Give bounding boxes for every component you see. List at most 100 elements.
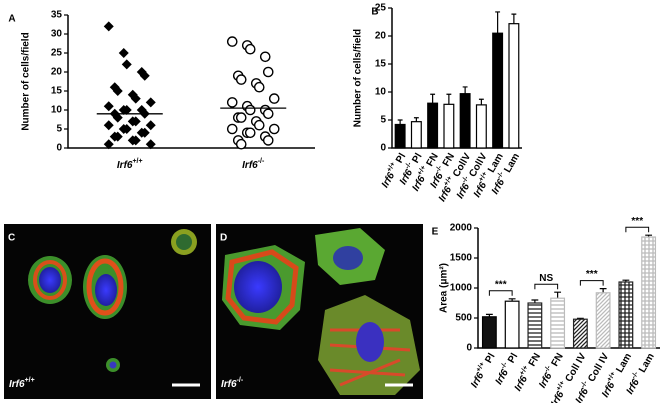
y-axis-title: Number of cells/field xyxy=(21,32,32,130)
bar xyxy=(508,23,520,149)
bar xyxy=(459,93,471,149)
cell xyxy=(86,258,124,316)
x-tick-label: Irf6+/+ Pl xyxy=(378,150,408,189)
point xyxy=(253,81,265,93)
significance-label: *** xyxy=(495,279,507,290)
x-tick-label: Irf6-/- Pl xyxy=(396,150,424,186)
y-tick-label: 1000 xyxy=(450,283,473,294)
point xyxy=(235,74,247,85)
x-tick-label: Irf6-/- xyxy=(242,158,265,170)
point xyxy=(268,93,280,104)
point xyxy=(244,43,256,55)
significance-bracket xyxy=(625,226,650,233)
nucleus xyxy=(95,274,117,306)
point xyxy=(226,36,238,47)
y-tick-label: 0 xyxy=(466,343,472,354)
y-tick-label: 20 xyxy=(51,67,63,78)
point xyxy=(139,70,150,81)
panel-letter: D xyxy=(220,233,227,244)
significance-bracket xyxy=(579,280,604,286)
nucleus xyxy=(333,246,363,270)
point xyxy=(139,127,150,138)
y-tick-label: 15 xyxy=(51,86,63,97)
y-tick-label: 15 xyxy=(375,59,387,70)
y-tick-label: 35 xyxy=(51,10,63,21)
point xyxy=(130,116,141,127)
point xyxy=(103,120,114,131)
cell xyxy=(225,249,299,325)
bar xyxy=(427,102,439,149)
y-tick-label: 2000 xyxy=(450,223,473,234)
bar xyxy=(481,316,497,349)
y-axis-title: Area (μm²) xyxy=(439,263,450,313)
point xyxy=(262,135,274,146)
bar xyxy=(410,121,422,149)
significance-label: *** xyxy=(586,269,598,280)
y-tick-label: 10 xyxy=(375,87,387,98)
point xyxy=(226,123,238,135)
point xyxy=(121,105,132,115)
significance-label: NS xyxy=(539,273,553,284)
image-label: Irf6-/- xyxy=(221,377,244,389)
image-c xyxy=(4,224,211,399)
y-tick-label: 0 xyxy=(380,143,386,154)
panel-letter: C xyxy=(8,233,15,244)
bar xyxy=(527,302,543,349)
panel-letter: A xyxy=(8,14,15,25)
nucleus xyxy=(234,261,282,313)
y-tick-label: 5 xyxy=(380,115,386,126)
point xyxy=(145,97,156,108)
y-axis-title: Number of cells/field xyxy=(353,29,364,127)
point xyxy=(130,135,141,146)
point xyxy=(112,131,123,142)
bar xyxy=(492,32,504,149)
bar xyxy=(550,297,566,349)
point xyxy=(103,101,114,112)
y-tick-label: 1500 xyxy=(450,253,473,264)
point xyxy=(121,59,132,70)
y-tick-label: 500 xyxy=(455,313,472,324)
bar xyxy=(504,300,520,349)
point xyxy=(262,66,274,78)
point xyxy=(145,120,156,131)
y-tick-label: 20 xyxy=(375,31,387,42)
cell xyxy=(176,234,192,250)
x-tick-label: Irf6+/+ xyxy=(117,158,143,170)
point xyxy=(112,86,123,96)
point xyxy=(244,104,256,116)
point xyxy=(262,108,274,120)
point xyxy=(235,112,247,123)
significance-label: *** xyxy=(631,216,643,227)
point xyxy=(259,51,271,63)
x-tick-label: Irf6+/+ Pl xyxy=(468,350,498,389)
bar xyxy=(394,123,406,149)
y-tick-label: 25 xyxy=(375,3,387,14)
point xyxy=(130,93,141,104)
point xyxy=(145,139,156,150)
point xyxy=(235,138,247,150)
point xyxy=(253,119,265,131)
bar xyxy=(475,104,487,149)
y-tick-label: 10 xyxy=(51,105,63,116)
point xyxy=(118,48,129,58)
point xyxy=(103,21,114,32)
y-tick-label: 5 xyxy=(56,124,62,135)
panel-letter: E xyxy=(432,227,439,238)
nucleus xyxy=(356,322,384,362)
bar xyxy=(641,236,657,349)
significance-bracket xyxy=(488,290,513,296)
bar xyxy=(443,103,455,149)
point xyxy=(121,124,132,134)
cell xyxy=(33,260,67,300)
image-label: Irf6+/+ xyxy=(9,377,35,389)
y-tick-label: 30 xyxy=(51,29,63,40)
nucleus xyxy=(109,361,117,369)
point xyxy=(268,123,280,135)
point xyxy=(226,97,238,108)
bar xyxy=(572,318,588,349)
nucleus xyxy=(39,267,61,293)
y-tick-label: 0 xyxy=(56,143,62,154)
bar xyxy=(618,281,634,349)
point xyxy=(112,112,123,123)
